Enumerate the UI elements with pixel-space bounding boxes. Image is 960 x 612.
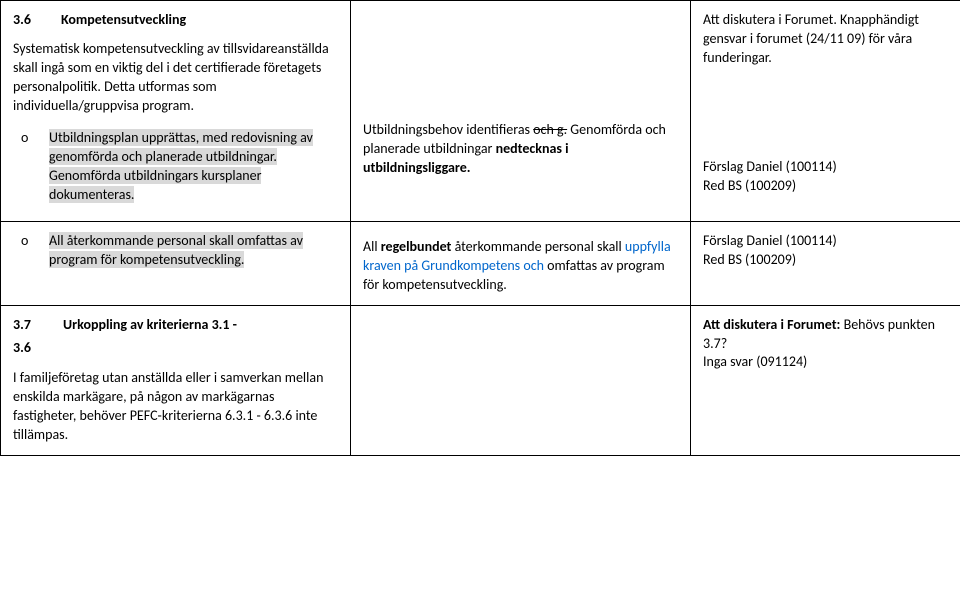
mid-text: Utbildningsbehov identifieras och g. Gen… xyxy=(363,121,678,178)
bullet-mark: o xyxy=(13,232,49,270)
cell-3-6-mid: Utbildningsbehov identifieras och g. Gen… xyxy=(351,1,691,222)
right-lower: Förslag Daniel (100114) Red BS (100209) xyxy=(703,158,948,196)
cell-3-7-left: 3.7Urkoppling av kriterierna 3.1 - 3.6 I… xyxy=(1,305,351,455)
right-top-text: Att diskutera i Forumet. Knapphändigt ge… xyxy=(703,11,948,68)
table-row: 3.7Urkoppling av kriterierna 3.1 - 3.6 I… xyxy=(1,305,960,455)
mid-text: All regelbundet återkommande personal sk… xyxy=(363,238,678,295)
document-table: 3.6 Kompetensutveckling Systematisk kompe… xyxy=(0,0,960,456)
cell-row2-mid: All regelbundet återkommande personal sk… xyxy=(351,222,691,306)
table-row: 3.6 Kompetensutveckling Systematisk kompe… xyxy=(1,1,960,222)
bullet-text: All återkommande personal skall omfattas… xyxy=(49,232,338,270)
section-title: Urkoppling av kriterierna 3.1 - xyxy=(63,316,237,333)
list-item: o All återkommande personal skall omfatt… xyxy=(13,232,338,270)
section-title: Kompetensutveckling xyxy=(61,11,186,28)
cell-3-7-right: Att diskutera i Forumet: Behövs punkten … xyxy=(691,305,960,455)
cell-3-7-mid xyxy=(351,305,691,455)
bullet-text: Utbildningsplan upprättas, med redovisni… xyxy=(49,129,338,205)
section-number: 3.6 xyxy=(13,11,31,30)
right-line2: Inga svar (091124) xyxy=(703,353,948,372)
list-item: o Utbildningsplan upprättas, med redovis… xyxy=(13,129,338,205)
table-row: o All återkommande personal skall omfatt… xyxy=(1,222,960,306)
cell-row2-right: Förslag Daniel (100114) Red BS (100209) xyxy=(691,222,960,306)
section-number: 3.7 xyxy=(13,316,63,335)
section-number-continued: 3.6 xyxy=(13,339,338,358)
right-line1: Att diskutera i Forumet: Behövs punkten … xyxy=(703,316,948,354)
para-text: I familjeföretag utan anställda eller i … xyxy=(13,369,338,445)
cell-3-6-left: 3.6 Kompetensutveckling Systematisk kompe… xyxy=(1,1,351,222)
cell-3-6-right: Att diskutera i Forumet. Knapphändigt ge… xyxy=(691,1,960,222)
cell-row2-left: o All återkommande personal skall omfatt… xyxy=(1,222,351,306)
intro-text: Systematisk kompetensutveckling av tills… xyxy=(13,40,338,116)
bullet-mark: o xyxy=(13,129,49,205)
